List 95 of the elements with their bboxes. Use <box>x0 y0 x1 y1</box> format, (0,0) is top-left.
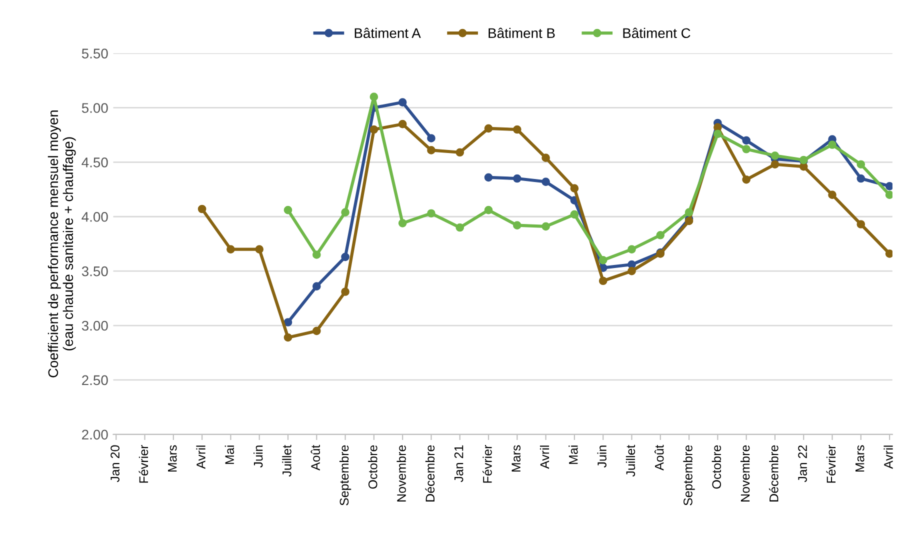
x-tick-label: Avril <box>540 446 550 469</box>
y-tick-label: 4.00 <box>82 212 108 222</box>
point <box>484 206 493 214</box>
x-tick-label: Jan 21 <box>454 445 464 482</box>
x-tick-label: Juin <box>254 446 263 468</box>
x-tick-label: Mars <box>856 445 864 472</box>
point <box>398 120 407 128</box>
point <box>684 208 694 216</box>
x-tick-label: Février <box>138 445 148 483</box>
x-tick-label: Juin <box>597 446 606 468</box>
point <box>742 175 750 184</box>
point <box>398 218 407 228</box>
point <box>628 245 636 254</box>
point <box>341 288 350 296</box>
point <box>341 208 350 216</box>
point <box>856 174 866 183</box>
x-tick-label: Octobre <box>368 445 378 489</box>
y-tick-label: 5.50 <box>82 48 108 58</box>
point <box>885 249 892 258</box>
x-tick-label: Avril <box>196 446 206 469</box>
x-tick-label: Mai <box>224 446 234 464</box>
x-tick-label: Mars <box>512 445 521 472</box>
x-tick-label: Jan 22 <box>798 445 807 482</box>
point <box>856 220 866 228</box>
x-tick-label: Mars <box>168 445 177 472</box>
x-tick-label: Juillet <box>282 444 292 477</box>
point <box>598 256 608 264</box>
point <box>370 92 378 102</box>
point <box>885 190 892 200</box>
point <box>714 130 722 138</box>
x-tick-label: Décembre <box>768 445 778 502</box>
point <box>512 221 522 230</box>
x-tick-label: Décembre <box>425 445 435 502</box>
point <box>312 250 321 259</box>
x-tick-label: Février <box>482 445 492 483</box>
y-tick-label: 3.00 <box>82 320 108 331</box>
x-tick-label: Août <box>654 444 664 470</box>
point <box>284 318 292 326</box>
point <box>628 266 636 276</box>
x-tick-label: Octobre <box>712 445 722 489</box>
y-tick-label: 2.00 <box>82 430 108 440</box>
point <box>542 178 550 186</box>
point <box>284 333 292 342</box>
point <box>255 245 264 254</box>
point <box>427 146 436 154</box>
point <box>312 282 321 290</box>
point <box>570 184 579 192</box>
point <box>341 252 350 262</box>
point <box>226 245 235 254</box>
point <box>484 173 493 182</box>
y-tick-label: 2.50 <box>82 375 108 386</box>
point <box>828 190 836 200</box>
point <box>198 204 206 214</box>
point <box>427 209 436 218</box>
point <box>370 125 378 134</box>
point <box>684 216 694 226</box>
point <box>456 223 464 232</box>
legend-label: Bâtiment A <box>354 28 421 38</box>
point <box>284 206 292 214</box>
point <box>512 174 522 183</box>
point <box>628 260 636 269</box>
point <box>828 140 836 149</box>
x-tick-label: Septembre <box>683 445 695 506</box>
point <box>484 124 493 133</box>
x-tick-label: Jan 20 <box>110 445 120 482</box>
legend-label: Bâtiment C <box>623 28 690 38</box>
y-tick-label: 5.00 <box>82 103 108 113</box>
x-tick-label: Novembre <box>396 445 406 502</box>
x-tick-label: Février <box>826 445 836 483</box>
point <box>656 230 665 240</box>
x-tick-label: Mai <box>568 446 578 464</box>
legend-label: Bâtiment B <box>488 28 555 38</box>
point <box>456 148 464 157</box>
point <box>398 98 407 106</box>
point <box>770 160 780 169</box>
y-tick-label: 3.50 <box>82 266 108 276</box>
x-tick-label: Avril <box>884 446 893 469</box>
x-tick-label: Août <box>310 444 320 470</box>
point <box>742 144 750 154</box>
x-tick-label: Novembre <box>740 445 750 502</box>
point <box>742 136 750 145</box>
point <box>770 151 780 160</box>
y-axis-title: Coefficient de performance mensuel moyen (eau chaude sanitaire + chauffage) <box>48 110 76 378</box>
point <box>885 182 892 190</box>
point <box>856 160 866 169</box>
point <box>427 134 436 142</box>
point <box>312 326 321 336</box>
point <box>542 154 550 162</box>
point <box>542 222 550 231</box>
point <box>570 210 579 219</box>
x-tick-label: Septembre <box>339 445 352 506</box>
y-tick-label: 4.50 <box>82 158 108 168</box>
point <box>512 125 522 134</box>
x-tick-label: Juillet <box>626 444 636 477</box>
point <box>598 276 608 286</box>
